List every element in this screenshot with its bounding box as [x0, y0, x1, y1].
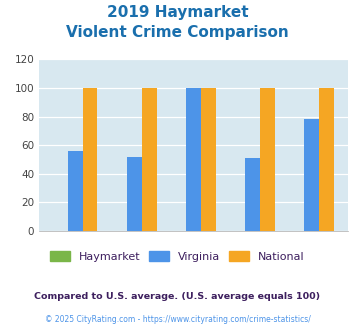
Text: Compared to U.S. average. (U.S. average equals 100): Compared to U.S. average. (U.S. average … — [34, 292, 321, 301]
Bar — [142, 88, 157, 231]
Legend: Haymarket, Virginia, National: Haymarket, Virginia, National — [45, 247, 310, 267]
Bar — [245, 158, 260, 231]
Text: Violent Crime Comparison: Violent Crime Comparison — [66, 25, 289, 40]
Bar — [260, 88, 275, 231]
Bar — [319, 88, 334, 231]
Text: 2019 Haymarket: 2019 Haymarket — [107, 5, 248, 20]
Bar — [304, 119, 319, 231]
Bar — [83, 88, 97, 231]
Bar — [186, 88, 201, 231]
Bar — [201, 88, 215, 231]
Bar — [68, 151, 83, 231]
Bar — [127, 157, 142, 231]
Text: © 2025 CityRating.com - https://www.cityrating.com/crime-statistics/: © 2025 CityRating.com - https://www.city… — [45, 315, 310, 324]
